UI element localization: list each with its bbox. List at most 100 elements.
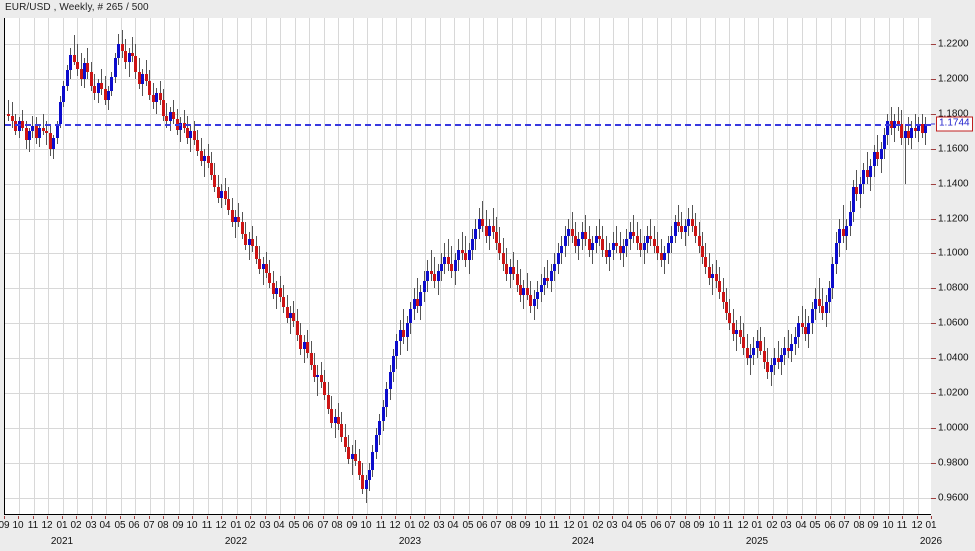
time-axis-tick [670,516,671,519]
current-price-tag-tick [931,123,935,125]
candle-body [897,120,900,125]
candle-body [76,61,79,69]
candle-body [327,394,330,409]
candle-body [619,246,622,254]
candle-wick [238,202,239,228]
time-axis-tick [598,516,599,519]
candle-body [698,235,701,247]
horizontal-gridline [5,79,931,80]
time-axis-month-label: 04 [795,520,807,531]
time-axis-tick [511,516,512,519]
vertical-gridline [19,18,20,514]
time-axis-tick [453,516,454,519]
candle-body [117,44,120,59]
time-axis-tick [917,516,918,519]
candle-body [708,267,711,278]
price-axis[interactable]: 1.2200 1.2000 1.1800 1.1600 1.1400 1.1200 1.10… [931,18,975,516]
candle-body [904,131,907,139]
horizontal-gridline [5,463,931,464]
vertical-gridline [208,18,209,514]
time-axis-tick [656,516,657,519]
candle-wick [493,208,494,240]
candle-body [354,453,357,461]
candle-body [279,288,282,298]
candle-wick [664,246,665,275]
candle-body [419,291,422,306]
time-axis-month-label: 09 [0,520,10,531]
vertical-gridline [425,18,426,514]
candle-body [601,239,604,250]
price-axis-label: 1.1200 [938,213,969,225]
candle-body [320,375,323,383]
candle-body [152,94,155,102]
candle-body [365,480,368,489]
candle-wick [657,232,658,261]
price-plot-area[interactable] [4,18,931,515]
price-axis-label: 1.0000 [938,422,969,434]
vertical-gridline [324,18,325,514]
time-axis-month-label: 07 [143,520,155,531]
horizontal-gridline [5,149,931,150]
candle-body [80,68,83,80]
time-axis-month-label: 02 [592,520,604,531]
time-axis-tick [627,516,628,519]
time-axis-month-label: 02 [70,520,82,531]
candle-body [509,267,512,275]
vertical-gridline [860,18,861,514]
candle-body [258,258,261,270]
candle-body [38,127,41,139]
candle-body [155,92,158,102]
candle-body [227,199,230,210]
time-axis[interactable]: 09 10 11 12 01 02 03 04 05 06 07 08 09 10 11 12 01 02 03 04… [0,516,942,551]
time-axis-month-label: 06 [128,520,140,531]
candle-wick [129,47,130,78]
candle-body [845,225,848,236]
candle-wick [204,148,205,177]
candle-wick [235,209,236,238]
candle-body [275,288,278,294]
candle-body [35,126,38,139]
candle-body [303,342,306,350]
candle-wick [771,358,772,386]
time-axis-month-label: 05 [288,520,300,531]
time-axis-tick [352,516,353,519]
candle-body [629,232,632,240]
candle-wick [252,225,253,252]
candle-body [213,174,216,188]
price-axis-tick [931,79,936,80]
time-axis-month-label: 06 [302,520,314,531]
time-axis-month-label: 03 [780,520,792,531]
time-axis-tick [294,516,295,519]
candle-body [835,242,838,264]
price-axis-tick [931,428,936,429]
candle-wick [451,246,452,278]
candle-body [361,474,364,489]
candle-wick [29,127,30,153]
candle-body [742,337,745,348]
candle-body [883,134,886,149]
candle-body [852,187,855,212]
candle-body [344,436,347,447]
vertical-gridline [758,18,759,514]
time-axis-month-label: 09 [346,520,358,531]
candle-wick [184,110,185,134]
candle-body [560,246,563,254]
candle-wick [692,204,693,233]
time-axis-tick [743,516,744,519]
candle-wick [819,277,820,313]
candle-body [540,284,543,292]
candle-body [722,291,725,303]
time-axis-month-label: 02 [766,520,778,531]
candle-wick [513,251,514,280]
candle-wick [805,309,806,341]
time-axis-year-label: 2023 [398,536,422,547]
price-axis-label: 1.0400 [938,352,969,364]
time-axis-tick [76,516,77,519]
time-axis-month-label: 05 [809,520,821,531]
time-axis-month-label: 06 [824,520,836,531]
vertical-gridline [729,18,730,514]
candle-body [766,361,769,372]
candle-body [330,408,333,423]
candle-body [430,270,433,275]
current-price-tag[interactable]: 1.1744 [936,116,973,132]
